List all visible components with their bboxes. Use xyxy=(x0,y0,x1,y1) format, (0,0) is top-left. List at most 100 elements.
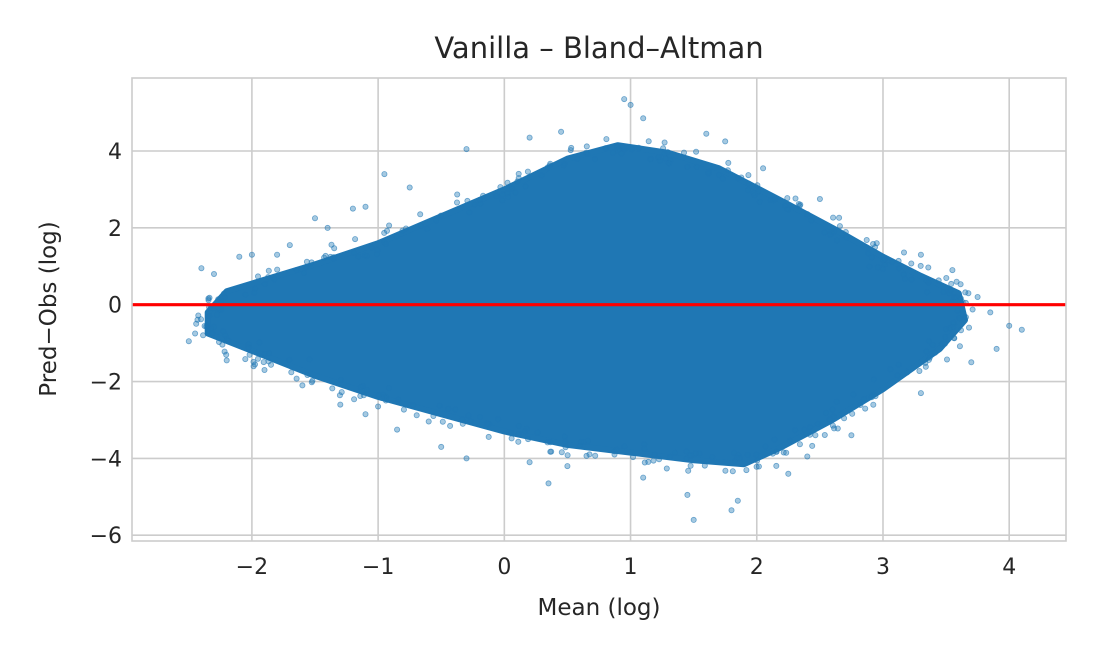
data-point xyxy=(381,229,388,236)
data-point xyxy=(628,146,635,153)
data-point xyxy=(512,189,519,196)
data-point xyxy=(861,396,868,403)
data-point xyxy=(558,449,565,456)
data-point xyxy=(254,273,261,280)
data-point xyxy=(564,452,571,459)
data-point xyxy=(436,402,443,409)
data-point xyxy=(274,266,281,273)
data-point xyxy=(547,439,554,446)
data-point xyxy=(330,254,337,261)
x-tick-label: 2 xyxy=(750,555,764,580)
data-point xyxy=(760,165,767,172)
data-point xyxy=(585,437,592,444)
data-point xyxy=(413,412,420,419)
data-point xyxy=(621,443,628,450)
data-point xyxy=(515,422,522,429)
data-point xyxy=(355,253,362,260)
data-point xyxy=(767,196,774,203)
data-point xyxy=(454,191,461,198)
data-point xyxy=(221,348,228,355)
data-point xyxy=(756,198,763,205)
data-point xyxy=(562,438,569,445)
data-point xyxy=(515,170,522,177)
data-point xyxy=(887,366,894,373)
data-point xyxy=(807,424,814,431)
data-point xyxy=(288,369,295,376)
data-point xyxy=(943,274,950,281)
data-point xyxy=(385,384,392,391)
data-point xyxy=(558,128,565,135)
data-point xyxy=(925,264,932,271)
data-point xyxy=(836,214,843,221)
data-point xyxy=(480,192,487,199)
data-point xyxy=(731,449,738,456)
data-point xyxy=(925,279,932,286)
data-point xyxy=(515,431,522,438)
data-point xyxy=(349,205,356,212)
data-point xyxy=(848,432,855,439)
data-point xyxy=(823,409,830,416)
data-point xyxy=(923,348,930,355)
data-point xyxy=(209,330,216,337)
data-point xyxy=(368,244,375,251)
data-point xyxy=(338,389,345,396)
data-point xyxy=(734,497,741,504)
data-point xyxy=(538,172,545,179)
data-point xyxy=(830,413,837,420)
data-point xyxy=(956,343,963,350)
data-point xyxy=(942,333,949,340)
data-point xyxy=(944,356,951,363)
data-point xyxy=(966,324,973,331)
data-point xyxy=(773,448,780,455)
data-point xyxy=(925,338,932,345)
data-point xyxy=(908,260,915,267)
data-point xyxy=(782,202,789,209)
data-point xyxy=(942,326,949,333)
data-point xyxy=(375,403,382,410)
data-point xyxy=(499,197,506,204)
data-point xyxy=(1018,326,1025,333)
data-point xyxy=(895,361,902,368)
data-point xyxy=(762,443,769,450)
data-point xyxy=(352,236,359,243)
data-point xyxy=(843,234,850,241)
data-point xyxy=(534,429,541,436)
data-point xyxy=(363,253,370,260)
data-point xyxy=(951,334,958,341)
data-point xyxy=(336,392,343,399)
data-point xyxy=(725,159,732,166)
data-point xyxy=(547,448,554,455)
data-point xyxy=(337,376,344,383)
data-point xyxy=(610,149,617,156)
data-point xyxy=(808,217,815,224)
data-point xyxy=(722,467,729,474)
y-tick-label: −2 xyxy=(90,371,122,396)
data-point xyxy=(922,359,929,366)
y-tick-label: 4 xyxy=(108,140,122,165)
tick-labels: −2 −1 0 1 2 3 4 −6 −4 −2 0 2 4 xyxy=(90,140,1017,580)
data-point xyxy=(437,212,444,219)
data-point xyxy=(683,448,690,455)
data-point xyxy=(701,462,708,469)
data-point xyxy=(265,274,272,281)
data-point xyxy=(940,288,947,295)
data-point xyxy=(655,154,662,161)
data-point xyxy=(223,351,230,358)
data-point xyxy=(745,180,752,187)
data-point xyxy=(744,451,751,458)
data-point xyxy=(507,430,514,437)
data-point xyxy=(826,416,833,423)
data-point xyxy=(509,185,516,192)
data-point xyxy=(394,426,401,433)
data-point xyxy=(399,227,406,234)
data-point xyxy=(635,144,642,151)
data-point xyxy=(265,267,272,274)
data-point xyxy=(687,462,694,469)
data-point xyxy=(719,175,726,182)
data-point xyxy=(220,290,227,297)
data-point xyxy=(300,269,307,276)
data-point xyxy=(656,456,663,463)
data-point xyxy=(547,160,554,167)
y-tick-label: −6 xyxy=(90,524,122,549)
data-point xyxy=(484,421,491,428)
